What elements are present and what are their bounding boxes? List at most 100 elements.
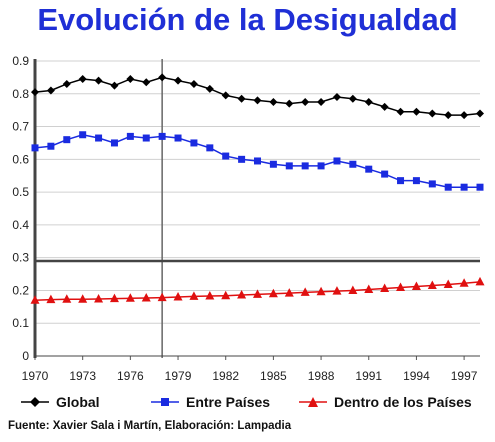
x-tick-label: 1976	[117, 369, 144, 383]
data-point-dentro-paises	[30, 295, 40, 304]
data-point-dentro-paises	[78, 294, 88, 303]
x-tick-label: 1985	[260, 369, 287, 383]
source-note: Fuente: Xavier Sala i Martín, Elaboració…	[8, 420, 292, 432]
x-tick-label: 1970	[22, 369, 49, 383]
legend-global-symbol	[21, 397, 49, 407]
data-point-entre-paises	[238, 155, 246, 163]
data-point-entre-paises	[269, 160, 277, 168]
x-tick-label: 1979	[165, 369, 192, 383]
data-point-global	[412, 107, 421, 116]
y-tick-label: 0.1	[12, 316, 29, 330]
reference-lines	[33, 59, 480, 358]
y-tick-label: 0.7	[12, 120, 29, 134]
data-point-global	[174, 76, 183, 85]
data-point-dentro-paises	[316, 286, 326, 296]
data-point-entre-paises	[349, 160, 357, 168]
data-point-entre-paises	[428, 180, 436, 188]
data-point-global	[380, 102, 389, 111]
data-point-entre-paises	[381, 170, 389, 178]
data-point-entre-paises	[412, 177, 420, 185]
data-point-entre-paises	[47, 142, 55, 150]
data-point-entre-paises	[460, 183, 468, 191]
data-point-global	[396, 107, 405, 116]
data-point-dentro-paises	[253, 289, 262, 298]
data-point-global	[126, 75, 135, 84]
data-point-dentro-paises	[94, 293, 104, 303]
data-point-global	[31, 88, 39, 97]
data-point-entre-paises	[285, 162, 293, 170]
y-tick-label: 0	[22, 349, 29, 363]
data-point-entre-paises	[206, 144, 214, 152]
series-line-global	[34, 76, 481, 116]
data-point-dentro-paises	[411, 281, 421, 291]
data-point-dentro-paises	[157, 292, 167, 302]
data-point-dentro-paises	[459, 278, 469, 287]
x-tick-label: 1997	[451, 369, 478, 383]
data-point-global	[285, 99, 294, 108]
data-point-global	[46, 86, 55, 95]
x-tick-label: 1982	[212, 369, 239, 383]
data-point-global	[158, 73, 167, 82]
data-point-global	[205, 84, 214, 93]
legend-dentro-paises-symbol	[299, 397, 327, 407]
data-point-dentro-paises	[109, 293, 119, 303]
data-point-dentro-paises	[125, 293, 135, 302]
data-point-dentro-paises	[205, 291, 215, 300]
y-tick-label: 0.3	[12, 251, 29, 265]
data-point-global	[444, 111, 453, 120]
data-point-entre-paises	[254, 157, 261, 165]
legend-item-global: Global	[20, 394, 100, 410]
legend-item-entre-paises: Entre Países	[150, 394, 270, 410]
data-point-dentro-paises	[396, 282, 406, 291]
series-dentro-paises	[30, 276, 485, 304]
data-point-entre-paises	[126, 132, 134, 140]
legend-item-dentro-paises: Dentro de los Países	[298, 394, 472, 410]
data-point-dentro-paises	[173, 292, 183, 301]
data-point-entre-paises	[222, 152, 230, 160]
legend: Global Entre Países Dentro de los Países	[0, 394, 495, 416]
data-point-entre-paises	[158, 132, 166, 140]
x-tick-label: 1994	[403, 369, 430, 383]
data-point-global	[221, 91, 230, 100]
y-tick-label: 0.2	[12, 283, 29, 297]
data-point-global	[301, 97, 310, 106]
data-point-dentro-paises	[141, 292, 151, 302]
data-point-dentro-paises	[332, 286, 342, 295]
x-axis-ticks: 1970 1973 1976 1979 1982 1985 1988 1991 1994 1997	[22, 356, 478, 383]
legend-global-label: Global	[56, 394, 100, 410]
data-point-global	[428, 109, 437, 118]
y-tick-label: 0.8	[12, 87, 29, 101]
x-tick-label: 1991	[355, 369, 382, 383]
data-point-entre-paises	[95, 134, 103, 142]
data-point-global	[364, 97, 373, 106]
data-point-dentro-paises	[443, 279, 453, 289]
data-point-global	[348, 94, 357, 103]
data-point-global	[62, 79, 71, 88]
x-tick-label: 1988	[308, 369, 335, 383]
y-tick-label: 0.5	[12, 185, 29, 199]
data-point-global	[142, 78, 151, 87]
data-point-entre-paises	[476, 183, 484, 191]
data-point-entre-paises	[397, 177, 405, 185]
data-point-global	[317, 97, 326, 106]
data-point-dentro-paises	[268, 288, 278, 298]
data-point-global	[110, 81, 119, 90]
chart-title: Evolución de la Desigualdad	[37, 2, 458, 37]
data-point-global	[94, 76, 103, 85]
data-point-global	[269, 97, 278, 106]
data-point-global	[476, 109, 484, 118]
data-point-global	[78, 75, 87, 84]
data-point-dentro-paises	[380, 283, 390, 292]
line-chart: 00.10.20.30.40.50.60.70.80.9 1970 1973 197…	[12, 54, 485, 383]
series-entre-paises	[31, 131, 484, 191]
y-axis-ticks: 0 0.1 0.2 0.3 0.4 0.5 0.6 0.7 0.8 0.9	[12, 54, 29, 363]
data-point-dentro-paises	[348, 285, 358, 294]
data-point-dentro-paises	[300, 287, 310, 296]
data-point-dentro-paises	[189, 291, 199, 300]
data-point-entre-paises	[444, 183, 452, 191]
data-point-dentro-paises	[364, 284, 374, 293]
data-point-dentro-paises	[475, 276, 485, 286]
data-point-entre-paises	[63, 136, 71, 144]
data-point-global	[237, 94, 246, 103]
data-point-dentro-paises	[46, 294, 56, 304]
